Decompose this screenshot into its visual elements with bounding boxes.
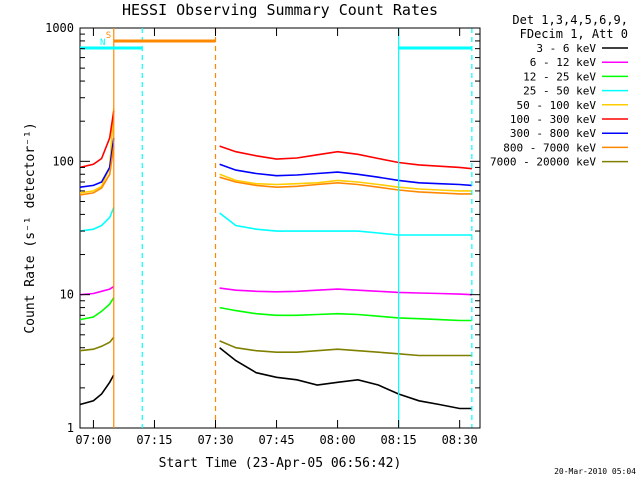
y-tick-label: 1 — [67, 421, 74, 435]
annotation-label-s: S — [106, 31, 111, 41]
x-tick-label: 08:30 — [442, 433, 478, 447]
y-tick-label: 1000 — [45, 21, 74, 35]
series-line-25-50-kev — [219, 212, 472, 236]
series-line-12-25-kev — [79, 297, 115, 321]
legend-label: 800 - 7000 keV — [503, 141, 596, 154]
x-tick-label: 07:00 — [75, 433, 111, 447]
x-tick-label: 07:45 — [258, 433, 294, 447]
series-line-800-7000-kev — [79, 145, 115, 196]
axis-layer: 07:00 07:15 07:30 07:45 08:00 08:15 08:30 1 10 10… — [45, 21, 480, 447]
legend-label: 100 - 300 keV — [510, 113, 596, 126]
series-line-12-25-kev — [219, 306, 472, 322]
series-line-50-100-kev — [219, 173, 472, 192]
legend-label: 6 - 12 keV — [530, 56, 597, 69]
plot-frame — [79, 27, 481, 429]
y-tick-label: 10 — [60, 288, 74, 302]
series-line-3-6-kev — [79, 374, 115, 406]
timestamp: 20-Mar-2010 05:04 — [554, 467, 636, 476]
series-line-100-300-kev — [219, 145, 472, 170]
series-line-800-7000-kev — [219, 176, 472, 195]
series-layer — [79, 108, 472, 410]
annotation-label-n: N — [100, 38, 105, 48]
series-line-3-6-kev — [219, 347, 472, 410]
marker-layer: SN — [80, 28, 473, 428]
x-tick-label: 07:30 — [197, 433, 233, 447]
legend-label: 12 - 25 keV — [523, 70, 596, 83]
y-tick-label: 100 — [52, 154, 74, 168]
series-line-25-50-kev — [79, 207, 115, 232]
chart-title: HESSI Observing Summary Count Rates — [122, 1, 438, 19]
series-line-300-800-kev — [79, 137, 115, 188]
legend-header-line-1: Det 1,3,4,5,6,9, — [512, 13, 628, 27]
series-line-100-300-kev — [79, 110, 115, 169]
x-tick-label: 08:00 — [320, 433, 356, 447]
series-line-6-12-kev — [219, 287, 472, 296]
x-tick-label: 08:15 — [381, 433, 417, 447]
series-line-7000-20000-kev — [219, 340, 472, 357]
legend-label: 50 - 100 keV — [517, 99, 597, 112]
series-line-50-100-kev — [79, 108, 115, 194]
y-axis-label: Count Rate (s⁻¹ detector⁻¹) — [23, 122, 38, 333]
plot-area — [79, 27, 481, 429]
legend-label: 25 - 50 keV — [523, 85, 596, 98]
series-line-6-12-kev — [79, 285, 115, 296]
x-axis-label: Start Time (23-Apr-05 06:56:42) — [159, 456, 402, 471]
legend-label: 300 - 800 keV — [510, 127, 596, 140]
legend-label: 7000 - 20000 keV — [490, 156, 596, 169]
x-tick-label: 07:15 — [136, 433, 172, 447]
series-line-7000-20000-kev — [79, 336, 115, 352]
legend-header-line-2: FDecim 1, Att 0 — [520, 27, 628, 41]
series-line-300-800-kev — [219, 163, 472, 187]
legend-label: 3 - 6 keV — [536, 42, 596, 55]
legend: Det 1,3,4,5,6,9, FDecim 1, Att 0 3 - 6 k… — [490, 13, 628, 169]
